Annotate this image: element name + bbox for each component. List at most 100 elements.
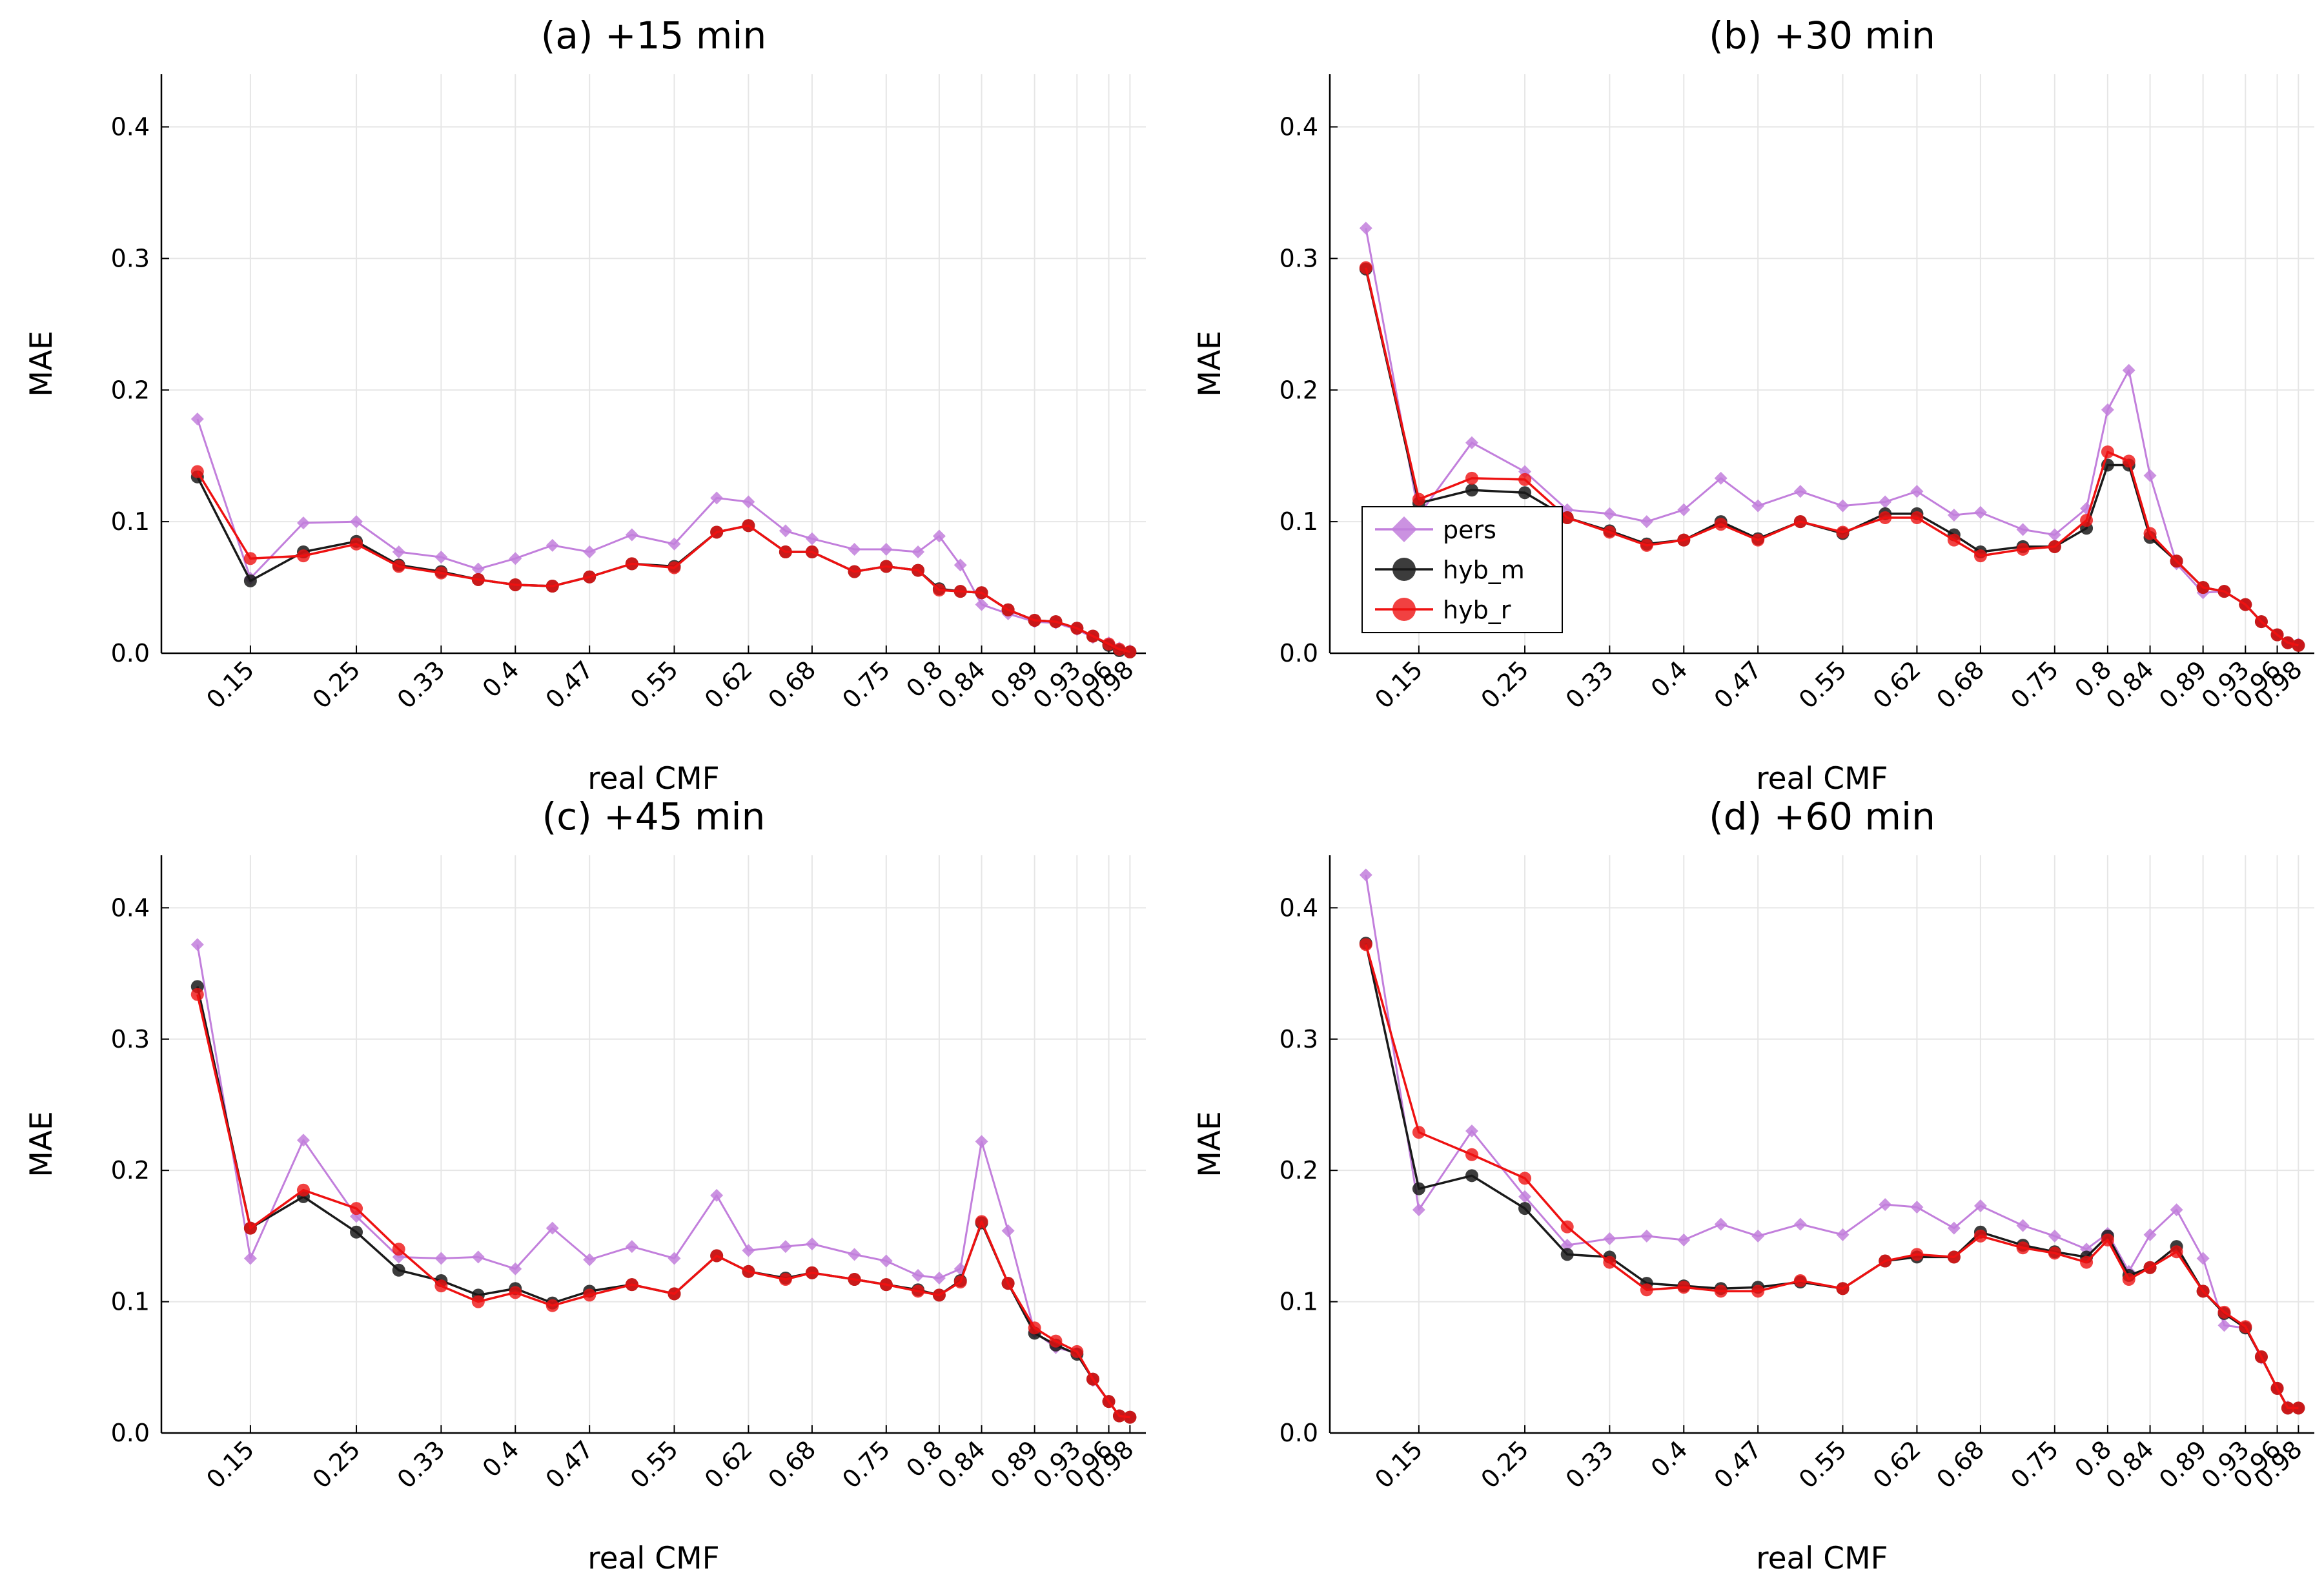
data-point-hyb_r (1973, 549, 1987, 563)
x-tick-label: 0.47 (540, 655, 599, 714)
data-point-pers (848, 1248, 861, 1261)
data-point-pers (879, 542, 893, 556)
data-point-hyb_r (975, 1215, 988, 1228)
data-point-hyb_r (509, 578, 522, 591)
x-tick-label: 0.89 (2154, 1435, 2212, 1494)
data-point-hyb_r (2048, 540, 2061, 553)
data-point-hyb_r (1751, 533, 1765, 547)
data-point-hyb_r (1359, 261, 1372, 274)
y-tick-label: 0.0 (1279, 1419, 1318, 1447)
data-point-hyb_r (1123, 1410, 1137, 1424)
y-tick-label: 0.1 (111, 1288, 150, 1316)
x-tick-label: 0.62 (699, 1435, 758, 1494)
data-point-hyb_r (2101, 445, 2114, 459)
data-point-hyb_r (2196, 581, 2210, 594)
chart-title: (a) +15 min (541, 14, 766, 57)
x-tick-label: 0.4 (1646, 655, 1693, 703)
y-tick-label: 0.3 (1279, 244, 1318, 272)
data-point-hyb_r (1359, 938, 1372, 951)
grid (161, 74, 1146, 654)
data-point-hyb_r (1086, 629, 1099, 643)
data-point-pers (742, 1244, 755, 1257)
data-point-pers (2016, 523, 2030, 536)
y-tick-label: 0.2 (1279, 1156, 1318, 1184)
data-point-pers (953, 558, 967, 572)
data-point-pers (2048, 1229, 2061, 1243)
data-point-hyb_r (2270, 1381, 2284, 1395)
data-point-pers (2016, 1219, 2030, 1232)
y-axis-label: MAE (24, 1111, 59, 1177)
data-point-hyb_r (2196, 1285, 2210, 1298)
series-line-hyb_m (196, 476, 1130, 653)
series-line-pers (1365, 875, 2299, 1409)
data-point-hyb_r (1123, 645, 1137, 658)
data-point-hyb_r (434, 1279, 448, 1293)
data-point-hyb_r (2143, 1261, 2157, 1274)
series-hyb_r (190, 465, 1137, 658)
data-point-hyb_r (2292, 1401, 2305, 1415)
x-tick-label: 0.4 (477, 1435, 525, 1483)
x-tick-label: 0.4 (1646, 1435, 1693, 1483)
data-point-pers (2101, 403, 2114, 416)
data-point-hyb_r (296, 549, 310, 563)
data-point-hyb_r (471, 573, 485, 586)
x-tick-label: 0.47 (1709, 1435, 1768, 1494)
data-point-hyb_r (1028, 614, 1041, 627)
data-point-pers (1677, 503, 1691, 516)
data-point-hyb_r (2254, 1350, 2268, 1364)
data-point-hyb_r (471, 1295, 485, 1308)
data-point-pers (1640, 515, 1653, 529)
data-point-pers (1359, 221, 1372, 235)
data-point-hyb_r (932, 1288, 946, 1302)
data-point-pers (1947, 508, 1961, 522)
data-point-hyb_r (350, 1202, 363, 1215)
data-point-hyb_r (953, 1275, 967, 1289)
data-point-hyb_r (2281, 1401, 2294, 1415)
data-point-hyb_r (1947, 1250, 1961, 1264)
data-point-pers (779, 1240, 792, 1254)
series-line-hyb_m (1365, 942, 2299, 1410)
data-point-hyb_r (1086, 1372, 1099, 1386)
data-point-hyb_r (1751, 1285, 1765, 1298)
data-point-hyb_r (392, 1243, 405, 1256)
data-point-pers (2048, 528, 2061, 542)
y-tick-label: 0.1 (111, 507, 150, 536)
x-tick-label: 0.89 (2154, 655, 2212, 714)
x-tick-label: 0.15 (201, 655, 260, 714)
data-point-pers (625, 1240, 638, 1254)
series-hyb_r (1359, 938, 2305, 1415)
x-tick-label: 0.55 (625, 1435, 684, 1494)
data-point-hyb_r (1640, 538, 1653, 552)
data-point-hyb_r (2016, 542, 2030, 556)
x-tick-label: 0.62 (1868, 1435, 1926, 1494)
data-point-hyb_r (742, 519, 755, 533)
series-line-pers (196, 418, 1130, 652)
series-hyb_m (1359, 937, 2305, 1415)
data-point-hyb_r (1518, 472, 1532, 486)
series-line-hyb_r (196, 994, 1130, 1419)
chart-panel-3: 0.0 0.1 0.2 0.3 0.4 0.15 0.25 0.33 0.4 0.47 0.55 0.… (24, 795, 1146, 1575)
chart-panel-1: 0.0 0.1 0.2 0.3 0.4 0.15 0.25 0.33 0.4 0.47 0.55 0.… (24, 14, 1146, 797)
data-point-hyb_r (545, 1299, 559, 1312)
data-point-hyb_r (2217, 585, 2231, 598)
data-point-pers (190, 412, 204, 426)
data-point-hyb_r (1836, 1282, 1850, 1296)
y-axis-label: MAE (24, 330, 59, 396)
chart-title: (c) +45 min (542, 795, 766, 838)
y-tick-label: 0.4 (111, 893, 150, 922)
data-point-hyb_r (1910, 511, 1924, 525)
x-axis-label: real CMF (587, 761, 719, 797)
data-point-pers (742, 495, 755, 509)
data-point-hyb_r (1102, 637, 1116, 651)
data-point-hyb_r (1070, 1345, 1084, 1358)
data-point-hyb_r (2170, 1245, 2183, 1259)
data-point-pers (545, 538, 559, 552)
x-tick-label: 0.89 (985, 1435, 1044, 1494)
data-point-pers (1560, 1239, 1574, 1252)
series-hyb_r (1359, 261, 2305, 652)
data-point-pers (1714, 471, 1728, 485)
data-point-pers (805, 1237, 819, 1251)
y-tick-label: 0.0 (111, 1419, 150, 1447)
x-tick-label: 0.25 (307, 1435, 365, 1494)
